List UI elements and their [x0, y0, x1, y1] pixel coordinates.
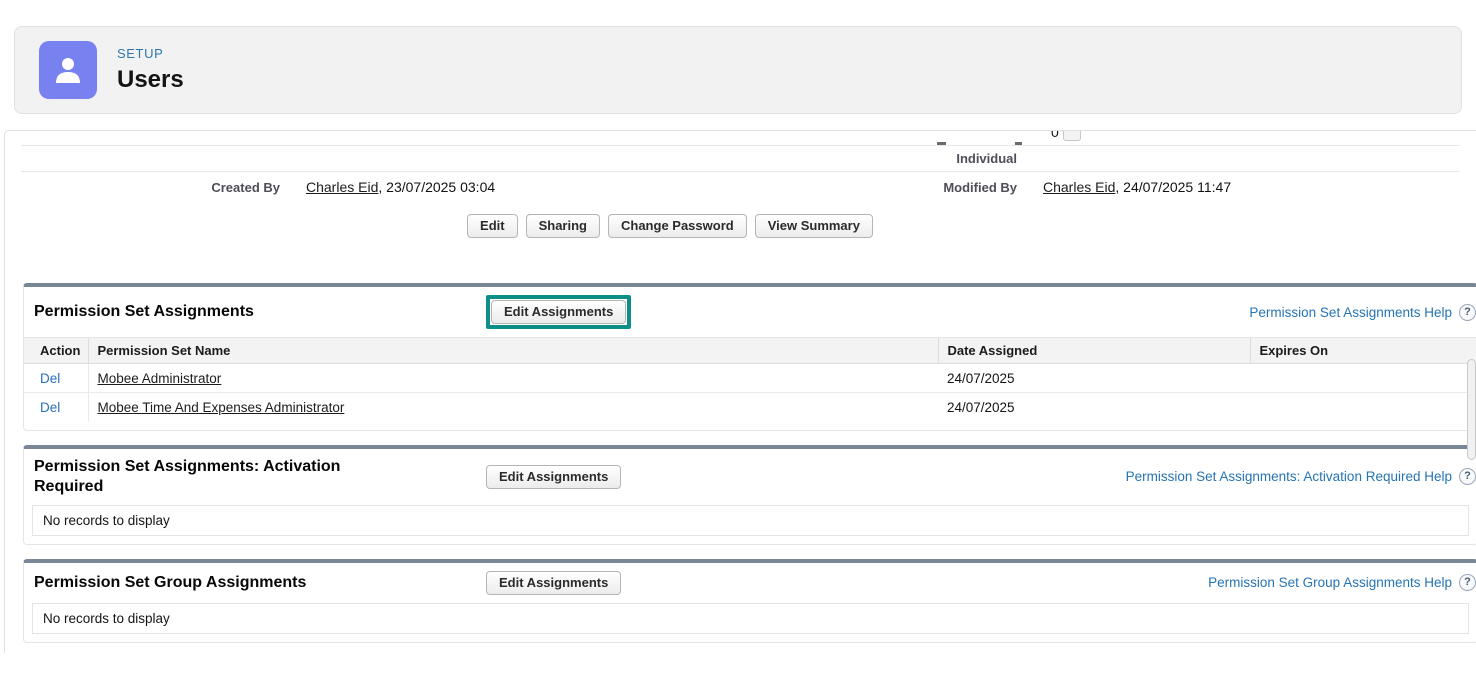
- change-password-button[interactable]: Change Password: [608, 214, 747, 238]
- column-header-action: Action: [24, 337, 89, 364]
- del-link[interactable]: Del: [40, 370, 61, 386]
- edit-assignments-button[interactable]: Edit Assignments: [486, 464, 622, 489]
- table-row: Del Mobee Administrator 24/07/2025: [24, 363, 1476, 393]
- section-help-link[interactable]: Permission Set Assignments Help ?: [1249, 303, 1476, 321]
- edit-assignments-button[interactable]: Edit Assignments: [486, 570, 622, 595]
- date-assigned-cell: 24/07/2025: [938, 363, 1251, 393]
- view-summary-button[interactable]: View Summary: [754, 214, 873, 238]
- section-header: Permission Set Assignments Edit Assignme…: [24, 287, 1476, 337]
- table-header-row: Action Permission Set Name Date Assigned…: [24, 337, 1476, 364]
- row-divider: [21, 145, 1460, 146]
- permission-set-assignments-section: Permission Set Assignments Edit Assignme…: [23, 283, 1476, 431]
- individual-row: Individual: [5, 146, 1476, 171]
- section-header: Permission Set Group Assignments Edit As…: [24, 563, 1476, 603]
- edit-button[interactable]: Edit: [467, 214, 518, 238]
- created-by-label: Created By: [211, 179, 280, 195]
- modified-by-value: Charles Eid, 24/07/2025 11:47: [1017, 179, 1476, 195]
- section-help-link[interactable]: Permission Set Assignments: Activation R…: [1126, 468, 1476, 485]
- column-header-date-assigned: Date Assigned: [938, 337, 1251, 364]
- permission-set-table: Action Permission Set Name Date Assigned…: [24, 337, 1476, 422]
- clipped-checkbox-icon: [1063, 131, 1081, 141]
- permission-set-link[interactable]: Mobee Time And Expenses Administrator: [97, 399, 345, 415]
- setup-header-card: SETUP Users: [14, 26, 1462, 114]
- column-header-expires-on: Expires On: [1250, 337, 1476, 364]
- permission-set-group-assignments-section: Permission Set Group Assignments Edit As…: [23, 558, 1476, 643]
- permission-set-link[interactable]: Mobee Administrator: [97, 370, 222, 386]
- section-title: Permission Set Assignments: [34, 303, 254, 320]
- modified-by-label: Modified By: [943, 179, 1017, 195]
- section-header: Permission Set Assignments: Activation R…: [24, 449, 1476, 505]
- setup-eyebrow: SETUP: [117, 46, 164, 61]
- empty-state-message: No records to display: [32, 602, 1469, 634]
- column-header-permission-set-name: Permission Set Name: [88, 337, 939, 364]
- row-divider: [21, 171, 1460, 172]
- modified-by-date: , 24/07/2025 11:47: [1115, 179, 1232, 195]
- del-link[interactable]: Del: [40, 399, 61, 415]
- table-row: Del Mobee Time And Expenses Administrato…: [24, 392, 1476, 422]
- help-icon[interactable]: ?: [1459, 303, 1476, 321]
- modified-by-user-link[interactable]: Charles Eid: [1043, 179, 1116, 195]
- detail-button-row: Edit Sharing Change Password View Summar…: [5, 214, 1335, 238]
- activation-required-section: Permission Set Assignments: Activation R…: [23, 444, 1476, 545]
- created-by-user-link[interactable]: Charles Eid: [306, 179, 379, 195]
- clipped-label-fragment: [937, 142, 946, 145]
- expires-on-cell: [1250, 392, 1476, 422]
- date-assigned-cell: 24/07/2025: [938, 392, 1251, 422]
- users-avatar-icon: [39, 41, 97, 99]
- created-by-date: , 23/07/2025 03:04: [378, 179, 496, 195]
- highlight-annotation-box: Edit Assignments: [486, 295, 632, 329]
- edit-assignments-button[interactable]: Edit Assignments: [491, 300, 627, 324]
- section-title: Permission Set Assignments: Activation R…: [34, 457, 341, 495]
- empty-state-message: No records to display: [32, 504, 1469, 536]
- help-icon[interactable]: ?: [1459, 468, 1476, 485]
- help-icon[interactable]: ?: [1459, 574, 1476, 591]
- user-detail-panel: 0 Individual Created By Charles Eid, 23/…: [4, 130, 1476, 653]
- created-by-value: Charles Eid, 23/07/2025 03:04: [280, 179, 740, 195]
- expires-on-cell: [1250, 363, 1476, 393]
- individual-label: Individual: [956, 151, 1017, 166]
- page-title: Users: [117, 66, 184, 93]
- section-title: Permission Set Group Assignments: [34, 573, 307, 591]
- sharing-button[interactable]: Sharing: [525, 214, 600, 238]
- vertical-scrollbar-thumb[interactable]: [1467, 359, 1476, 460]
- clipped-field-row: 0: [5, 131, 1476, 145]
- clipped-label-fragment: [1015, 142, 1022, 145]
- clipped-field-value: 0: [1051, 131, 1059, 140]
- section-help-link[interactable]: Permission Set Group Assignments Help ?: [1208, 574, 1476, 591]
- user-icon: [56, 58, 80, 83]
- audit-fields-row: Created By Charles Eid, 23/07/2025 03:04…: [5, 172, 1476, 202]
